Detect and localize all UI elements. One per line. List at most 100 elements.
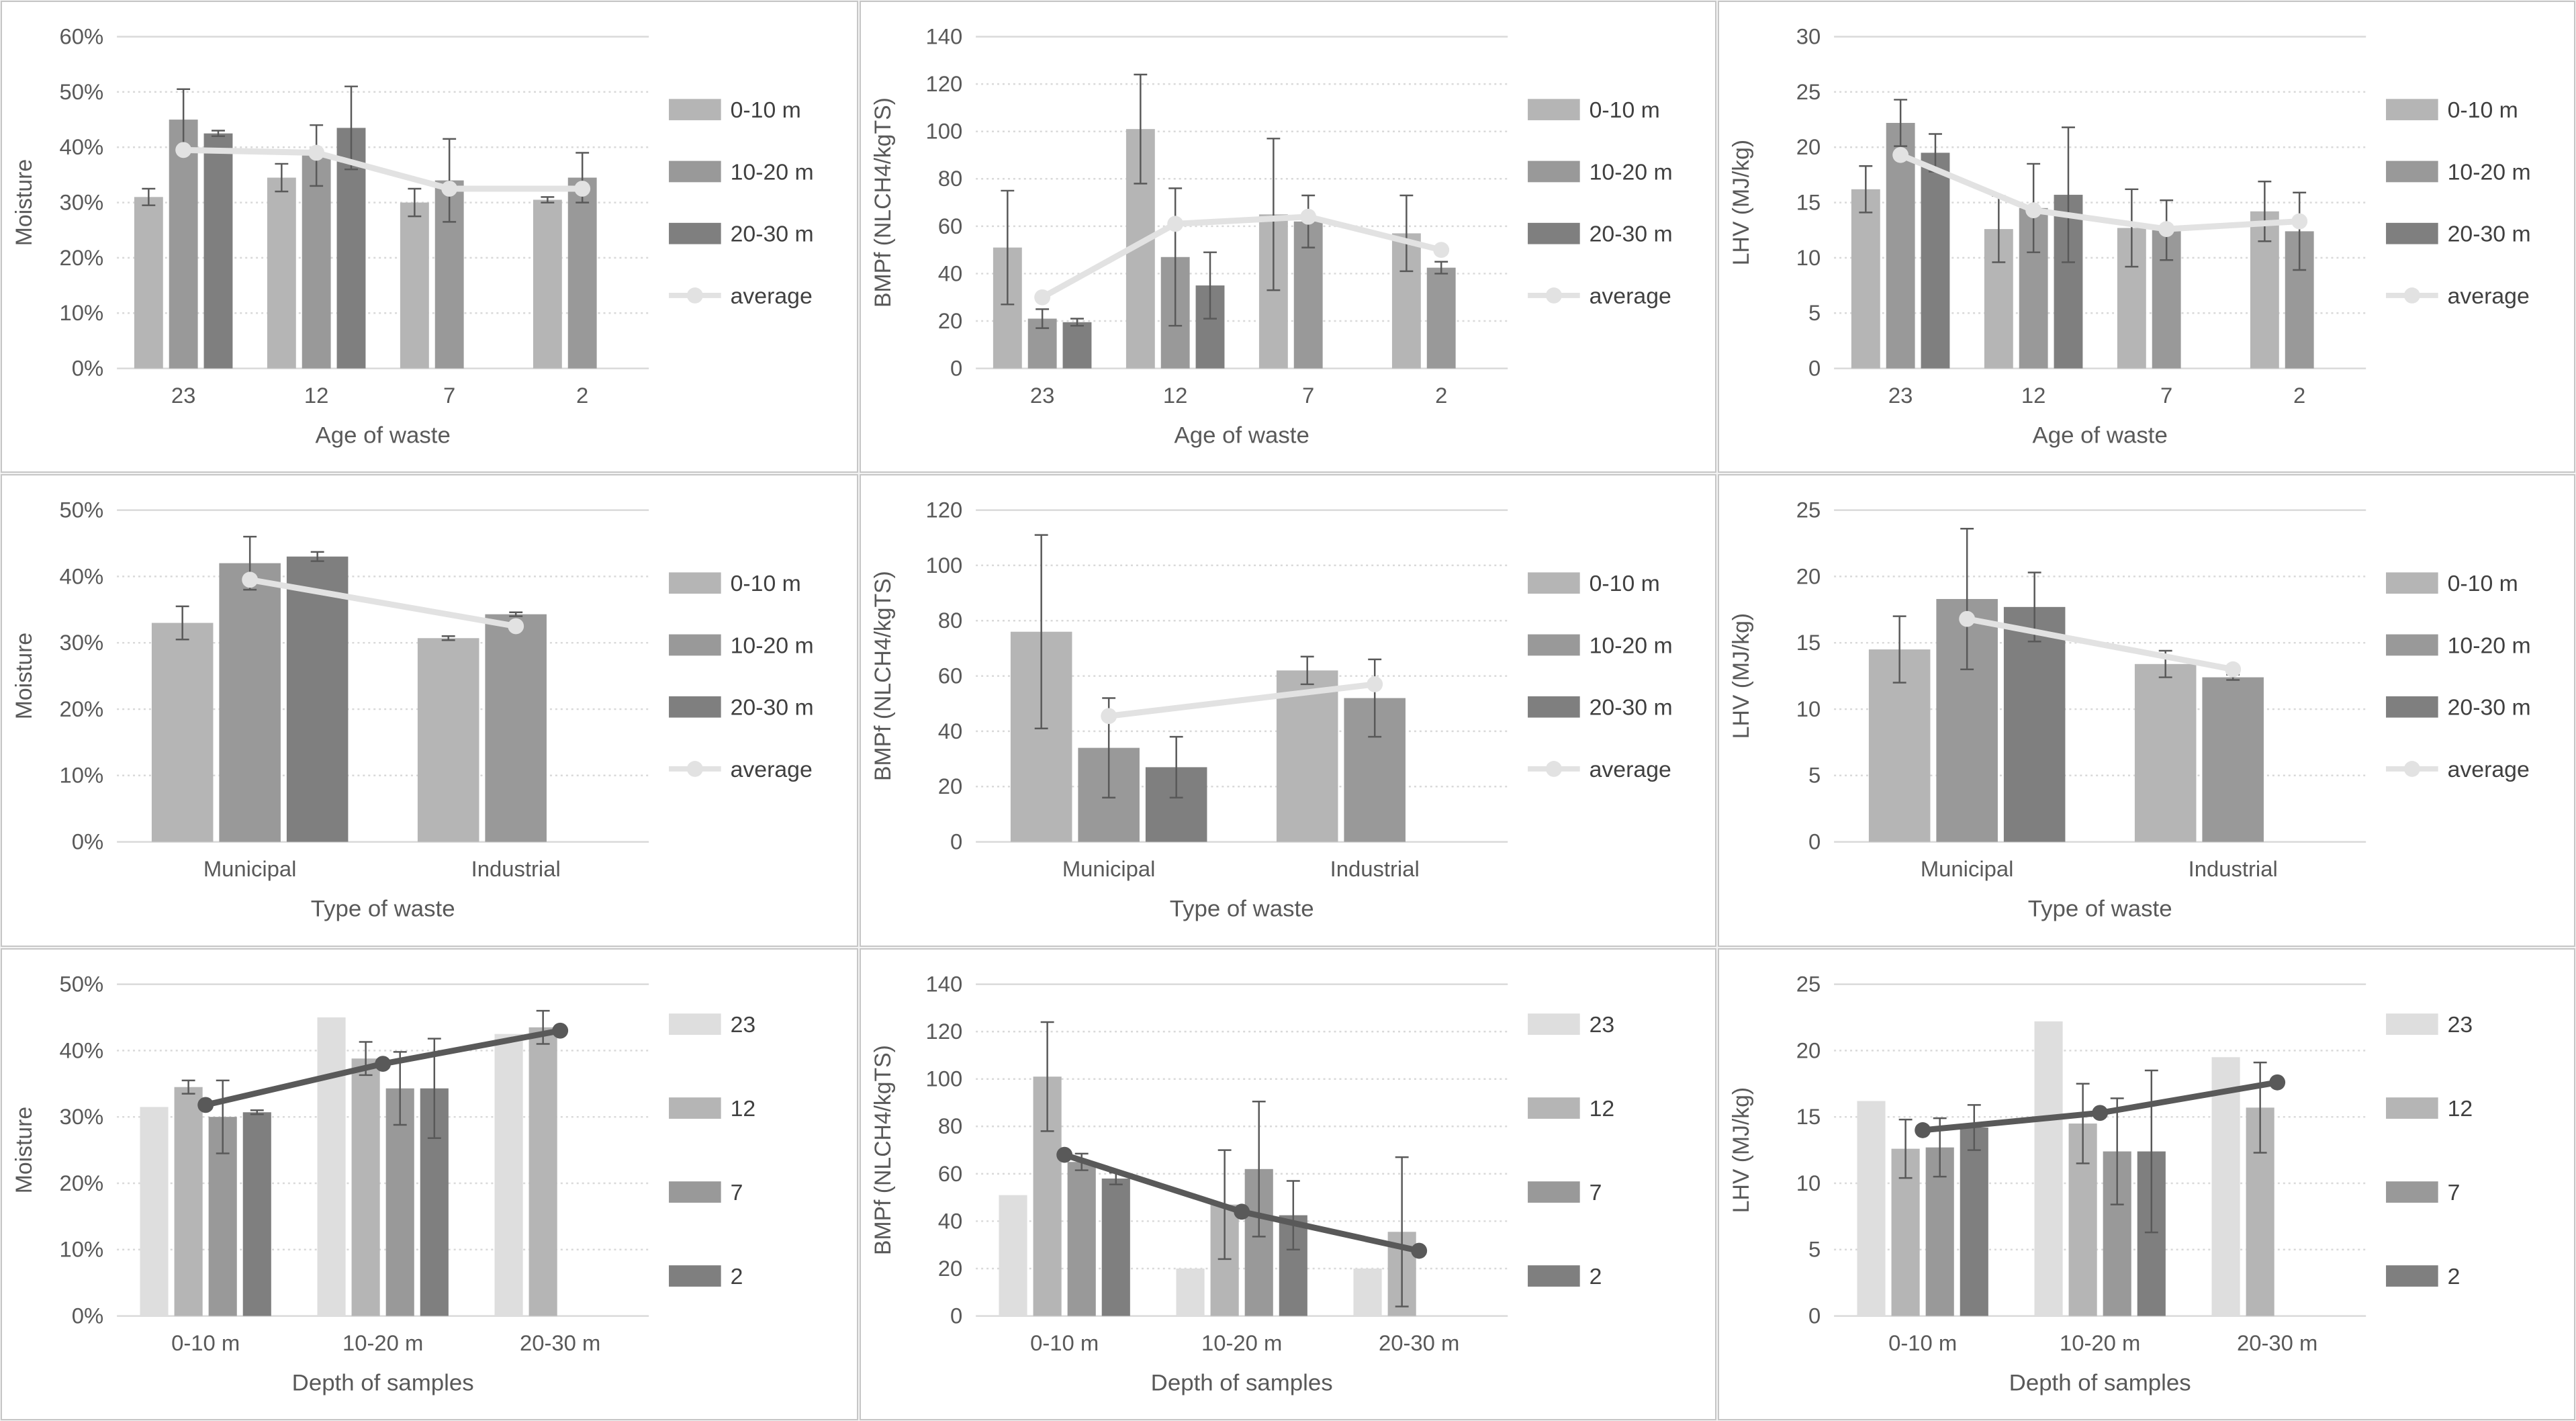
chart-panel-lhv-vs-age: 0 5 10 15 20 25 30 LHV (MJ/kg) 23 12 7 2 Age of wast… xyxy=(1718,1,2575,473)
average-line xyxy=(1105,681,1378,720)
legend-swatch xyxy=(1527,634,1580,656)
legend-swatch xyxy=(2386,99,2438,121)
legend-label: 0-10 m xyxy=(731,97,801,123)
legend-label: 0-10 m xyxy=(1589,97,1659,123)
y-axis-title: BMPf (NLCH4/kgTS) xyxy=(870,571,895,781)
y-tick-label: 40 xyxy=(937,1208,962,1233)
bar xyxy=(351,1058,380,1316)
average-line-marker xyxy=(308,144,325,161)
legend-swatch xyxy=(669,1013,721,1035)
y-tick-label: 10% xyxy=(60,763,104,788)
bar xyxy=(317,1017,346,1316)
bar xyxy=(1276,670,1338,842)
chart-lhv-vs-type: 0 5 10 15 20 25 LHV (MJ/kg) Municipal Industrial… xyxy=(1729,498,2531,922)
x-axis-title: Type of waste xyxy=(1169,897,1314,922)
y-tick-label: 5 xyxy=(1808,1236,1821,1261)
average-line-marker xyxy=(2092,1105,2109,1121)
x-tick-label: 2 xyxy=(576,383,588,408)
legend-line-marker xyxy=(1545,761,1562,778)
legend-swatch xyxy=(2386,696,2438,718)
legend-label: 2 xyxy=(1589,1264,1602,1289)
y-tick-label: 25 xyxy=(1796,971,1821,996)
y-tick-label: 25 xyxy=(1796,498,1821,522)
y-tick-label: 50% xyxy=(60,498,104,522)
x-axis-title: Type of waste xyxy=(311,897,455,922)
x-tick-label: Industrial xyxy=(1330,857,1419,882)
average-line-marker xyxy=(375,1055,392,1072)
legend-swatch xyxy=(1527,222,1580,244)
average-line-marker xyxy=(1915,1121,1931,1138)
average-line-marker xyxy=(2291,213,2308,230)
x-tick-label: 20-30 m xyxy=(520,1330,600,1355)
y-tick-label: 20 xyxy=(1796,1038,1821,1062)
bar xyxy=(219,563,281,842)
y-tick-label: 120 xyxy=(925,71,962,96)
legend-label: average xyxy=(731,757,813,782)
y-tick-label: 15 xyxy=(1796,1104,1821,1129)
average-line-marker xyxy=(1056,1146,1072,1163)
y-tick-label: 80 xyxy=(937,1113,962,1138)
x-tick-label: 20-30 m xyxy=(1379,1330,1459,1355)
legend-label: 2 xyxy=(2448,1264,2460,1289)
legend-swatch xyxy=(1527,1265,1580,1287)
average-line-marker xyxy=(552,1022,569,1039)
y-tick-label: 40 xyxy=(937,719,962,743)
y-axis-title: BMPf (NLCH4/kgTS) xyxy=(870,1045,895,1255)
x-tick-label: 12 xyxy=(1163,383,1188,408)
x-tick-label: 12 xyxy=(304,383,329,408)
legend-label: 10-20 m xyxy=(1589,159,1672,185)
bar xyxy=(528,1027,557,1316)
x-tick-label: 12 xyxy=(2021,383,2046,408)
legend-label: average xyxy=(2448,283,2530,309)
y-tick-label: 0 xyxy=(1808,1303,1821,1328)
bar xyxy=(533,199,562,369)
legend-swatch xyxy=(2386,1097,2438,1119)
chart-panel-bmpf-vs-age: 0 20 40 60 80 100 120 140 BMPf (NLCH4/kgTS) 23 12 7… xyxy=(859,1,1717,473)
legend-label: average xyxy=(731,283,813,309)
x-tick-label: Municipal xyxy=(1062,857,1156,882)
average-line-marker xyxy=(1410,1242,1427,1259)
average-line-marker xyxy=(1892,146,1909,163)
x-tick-label: 7 xyxy=(2160,383,2172,408)
legend-label: 20-30 m xyxy=(2448,222,2531,247)
legend-line-marker xyxy=(686,761,703,778)
chart-panel-moisture-vs-age: 0% 10% 20% 30% 40% 50% 60% Moisture 23 12 7 2 Age of… xyxy=(1,1,858,473)
y-tick-label: 0 xyxy=(950,829,962,854)
y-axis-title: Moisture xyxy=(11,633,37,719)
chart-panel-lhv-vs-type: 0 5 10 15 20 25 LHV (MJ/kg) Municipal Industrial… xyxy=(1718,474,2575,947)
bar xyxy=(1353,1268,1382,1316)
legend-line-marker xyxy=(2404,761,2421,778)
x-tick-label: 0-10 m xyxy=(1888,1330,1957,1355)
chart-lhv-vs-depth: 0 5 10 15 20 25 LHV (MJ/kg) 0-10 m 10-20 m 20-30 … xyxy=(1729,971,2473,1395)
bar xyxy=(1426,267,1456,369)
x-axis-title: Depth of samples xyxy=(292,1370,474,1395)
y-tick-label: 20 xyxy=(937,1256,962,1281)
bar xyxy=(203,133,233,369)
x-tick-label: 0-10 m xyxy=(1030,1330,1099,1355)
y-tick-label: 40 xyxy=(937,261,962,285)
y-tick-label: 0 xyxy=(1808,356,1821,381)
y-tick-label: 120 xyxy=(925,498,962,522)
average-line-marker xyxy=(508,618,524,635)
legend-swatch xyxy=(1527,572,1580,594)
legend-line-marker xyxy=(2404,287,2421,304)
bar xyxy=(169,120,198,369)
y-tick-label: 40% xyxy=(60,1038,104,1062)
average-line-marker xyxy=(197,1097,214,1113)
bar xyxy=(1921,152,1950,369)
legend-label: 0-10 m xyxy=(731,571,801,596)
y-tick-label: 30 xyxy=(1796,24,1821,49)
legend-swatch xyxy=(2386,161,2438,183)
legend-swatch xyxy=(1527,1181,1580,1203)
legend-swatch xyxy=(2386,1013,2438,1035)
legend-label: 20-30 m xyxy=(1589,695,1672,721)
average-line-marker xyxy=(2269,1074,2286,1091)
chart-bmpf-vs-type: 0 20 40 60 80 100 120 BMPf (NLCH4/kgTS) Municipa… xyxy=(870,498,1672,922)
x-tick-label: 10-20 m xyxy=(1201,1330,1282,1355)
legend-label: 20-30 m xyxy=(2448,695,2531,721)
y-tick-label: 60% xyxy=(60,24,104,49)
legend-swatch xyxy=(2386,1181,2438,1203)
average-line-marker xyxy=(1233,1203,1250,1220)
legend-label: 7 xyxy=(1589,1180,1602,1205)
